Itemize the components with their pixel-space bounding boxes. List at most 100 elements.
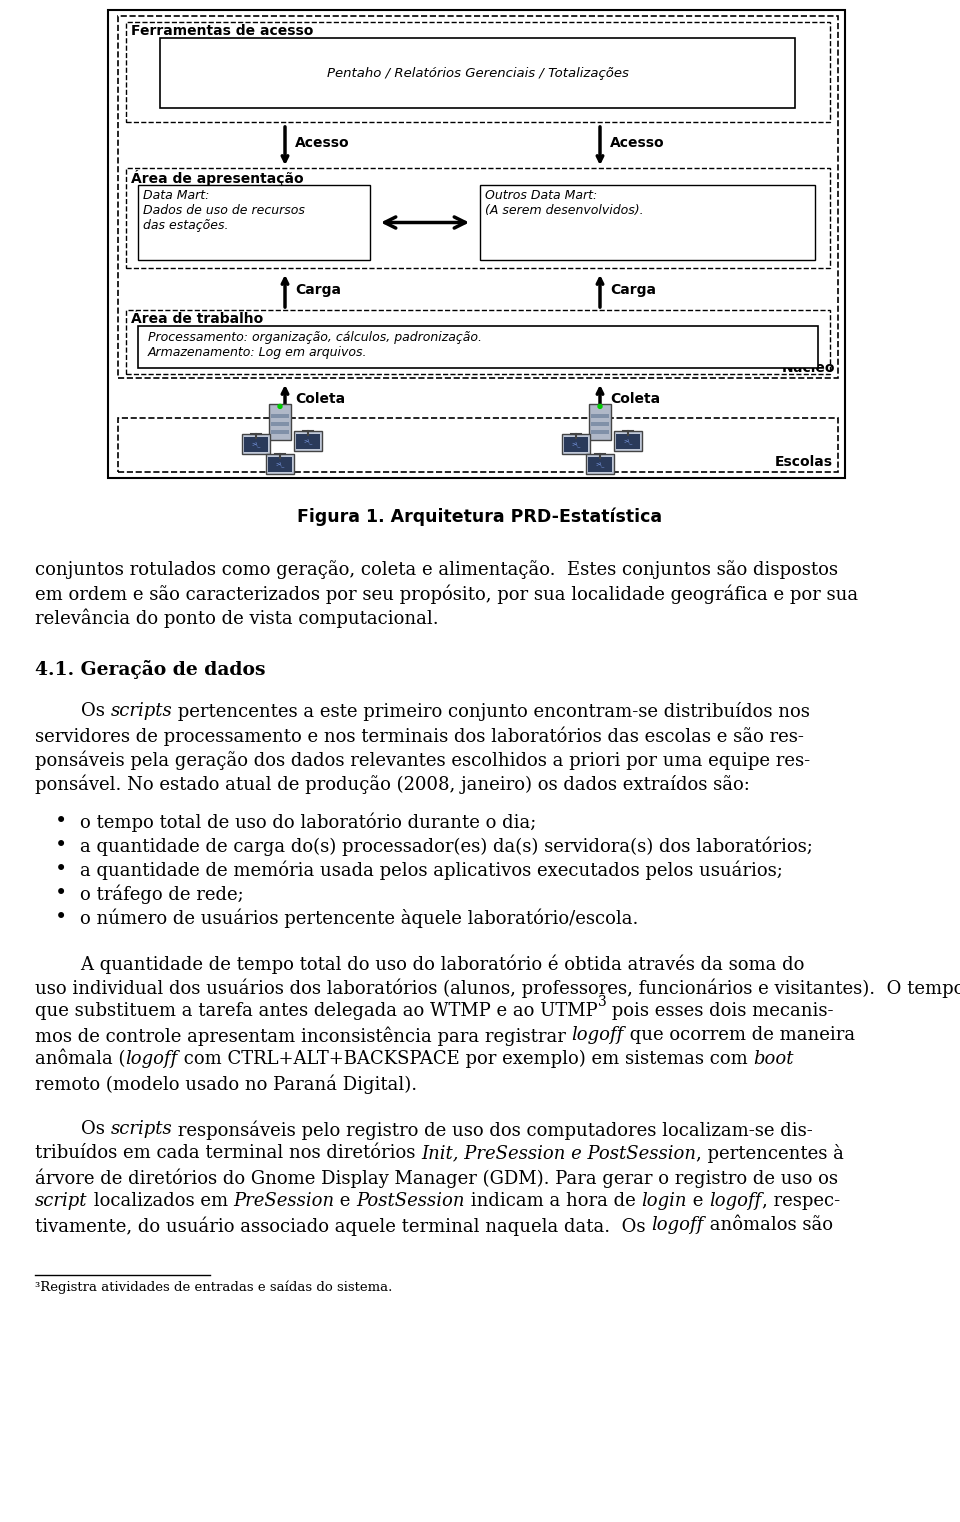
Text: Escolas: Escolas — [775, 455, 833, 469]
Text: Figura 1. Arquitetura PRD-Estatística: Figura 1. Arquitetura PRD-Estatística — [298, 508, 662, 527]
Text: >\_: >\_ — [595, 461, 605, 467]
Text: tivamente, do usuário associado aquele terminal naquela data.  Os: tivamente, do usuário associado aquele t… — [35, 1216, 651, 1236]
Bar — [591, 431, 609, 434]
Bar — [591, 414, 609, 419]
Text: árvore de diretórios do Gnome Display Manager (GDM). Para gerar o registro de us: árvore de diretórios do Gnome Display Ma… — [35, 1167, 838, 1187]
Text: Carga: Carga — [610, 283, 656, 297]
Bar — [138, 326, 818, 368]
Text: tribuídos em cada terminal nos diretórios: tribuídos em cada terminal nos diretório… — [35, 1145, 421, 1161]
Bar — [269, 405, 291, 440]
Text: login: login — [641, 1192, 687, 1210]
Text: e: e — [334, 1192, 356, 1210]
Text: Os: Os — [35, 1120, 110, 1138]
Text: Os: Os — [35, 702, 110, 720]
Text: ponsável. No estado atual de produção (2008, janeiro) os dados extraídos são:: ponsável. No estado atual de produção (2… — [35, 775, 750, 793]
Bar — [126, 167, 830, 268]
Text: logoff: logoff — [571, 1026, 624, 1044]
Text: PostSession: PostSession — [356, 1192, 466, 1210]
Text: Área de apresentação: Área de apresentação — [131, 170, 303, 186]
Bar — [271, 414, 289, 419]
Text: pertencentes a este primeiro conjunto encontram-se distribuídos nos: pertencentes a este primeiro conjunto en… — [173, 702, 810, 721]
Bar — [242, 434, 270, 454]
Text: Núcleo: Núcleo — [781, 361, 835, 374]
Text: ponsáveis pela geração dos dados relevantes escolhidos a priori por uma equipe r: ponsáveis pela geração dos dados relevan… — [35, 750, 810, 770]
Text: logoff: logoff — [709, 1192, 761, 1210]
Bar — [271, 431, 289, 434]
Bar — [160, 38, 795, 108]
Text: 4.1. Geração de dados: 4.1. Geração de dados — [35, 661, 266, 679]
Text: responsáveis pelo registro de uso dos computadores localizam-se dis-: responsáveis pelo registro de uso dos co… — [173, 1120, 813, 1140]
Text: e: e — [687, 1192, 709, 1210]
Text: uso individual dos usuários dos laboratórios (alunos, professores, funcionários : uso individual dos usuários dos laborató… — [35, 979, 960, 997]
Bar — [126, 310, 830, 374]
Text: o número de usuários pertencente àquele laboratório/escola.: o número de usuários pertencente àquele … — [80, 909, 638, 927]
Text: >\_: >\_ — [623, 438, 633, 444]
Bar — [138, 186, 370, 260]
Circle shape — [598, 405, 602, 408]
Text: Coleta: Coleta — [610, 393, 660, 406]
Text: logoff: logoff — [126, 1050, 178, 1068]
Bar — [562, 434, 590, 454]
Bar — [589, 405, 611, 440]
Bar — [126, 21, 830, 122]
Text: remoto (modelo usado no Paraná Digital).: remoto (modelo usado no Paraná Digital). — [35, 1075, 418, 1093]
Text: 3: 3 — [598, 995, 607, 1009]
Bar — [294, 431, 322, 451]
Text: com CTRL+ALT+BACKSPACE por exemplo) em sistemas com: com CTRL+ALT+BACKSPACE por exemplo) em s… — [178, 1050, 754, 1068]
Bar — [591, 423, 609, 426]
Bar — [118, 17, 838, 377]
Text: , pertencentes à: , pertencentes à — [696, 1145, 844, 1163]
Text: scripts: scripts — [110, 1120, 173, 1138]
Text: que substituem a tarefa antes delegada ao WTMP e ao UTMP: que substituem a tarefa antes delegada a… — [35, 1001, 598, 1020]
Text: em ordem e são caracterizados por seu propósito, por sua localidade geográfica e: em ordem e são caracterizados por seu pr… — [35, 584, 858, 604]
Text: A quantidade de tempo total do uso do laboratório é obtida através da soma do: A quantidade de tempo total do uso do la… — [35, 954, 804, 974]
Text: •: • — [55, 836, 67, 855]
Bar — [266, 454, 294, 473]
Text: •: • — [55, 860, 67, 880]
Bar — [480, 186, 815, 260]
Text: servidores de processamento e nos terminais dos laboratórios das escolas e são r: servidores de processamento e nos termin… — [35, 726, 804, 746]
Bar — [118, 419, 838, 472]
Text: que ocorrem de maneira: que ocorrem de maneira — [624, 1026, 855, 1044]
Text: logoff: logoff — [651, 1216, 704, 1234]
Text: a quantidade de carga do(s) processador(es) da(s) servidora(s) dos laboratórios;: a quantidade de carga do(s) processador(… — [80, 836, 813, 855]
Bar — [588, 457, 612, 472]
Text: scripts: scripts — [110, 702, 173, 720]
Bar — [108, 11, 845, 478]
Circle shape — [278, 405, 282, 408]
Text: Acesso: Acesso — [295, 135, 349, 151]
Text: anômala (: anômala ( — [35, 1050, 126, 1068]
Text: PreSession: PreSession — [233, 1192, 334, 1210]
Text: Ferramentas de acesso: Ferramentas de acesso — [131, 24, 313, 38]
Text: >\_: >\_ — [252, 441, 260, 447]
Text: Carga: Carga — [295, 283, 341, 297]
Text: o tráfego de rede;: o tráfego de rede; — [80, 884, 244, 904]
Text: mos de controle apresentam inconsistência para registrar: mos de controle apresentam inconsistênci… — [35, 1026, 571, 1046]
Text: indicam a hora de: indicam a hora de — [466, 1192, 641, 1210]
Text: Coleta: Coleta — [295, 393, 346, 406]
Text: >\_: >\_ — [303, 438, 313, 444]
Text: pois esses dois mecanis-: pois esses dois mecanis- — [607, 1001, 834, 1020]
Bar — [296, 434, 320, 449]
Bar — [616, 434, 640, 449]
Bar — [268, 457, 292, 472]
Bar — [564, 437, 588, 452]
Text: conjuntos rotulados como geração, coleta e alimentação.  Estes conjuntos são dis: conjuntos rotulados como geração, coleta… — [35, 560, 838, 578]
Text: localizados em: localizados em — [87, 1192, 233, 1210]
Text: o tempo total de uso do laboratório durante o dia;: o tempo total de uso do laboratório dura… — [80, 813, 537, 831]
Text: a quantidade de memória usada pelos aplicativos executados pelos usuários;: a quantidade de memória usada pelos apli… — [80, 860, 782, 880]
Text: Init, PreSession e PostSession: Init, PreSession e PostSession — [421, 1145, 696, 1161]
Text: >\_: >\_ — [571, 441, 581, 447]
Text: ³Registra atividades de entradas e saídas do sistema.: ³Registra atividades de entradas e saída… — [35, 1282, 393, 1295]
Text: Acesso: Acesso — [610, 135, 664, 151]
Bar — [271, 423, 289, 426]
Bar — [244, 437, 268, 452]
Text: script: script — [35, 1192, 87, 1210]
Text: anômalos são: anômalos são — [704, 1216, 832, 1234]
Text: boot: boot — [754, 1050, 794, 1068]
Text: Outros Data Mart:
(A serem desenvolvidos).: Outros Data Mart: (A serem desenvolvidos… — [485, 189, 643, 218]
Text: >\_: >\_ — [276, 461, 284, 467]
Text: Processamento: organização, cálculos, padronização.
Armazenamento: Log em arquiv: Processamento: organização, cálculos, pa… — [148, 330, 482, 359]
Text: Data Mart:
Dados de uso de recursos
das estações.: Data Mart: Dados de uso de recursos das … — [143, 189, 305, 231]
Text: •: • — [55, 813, 67, 831]
